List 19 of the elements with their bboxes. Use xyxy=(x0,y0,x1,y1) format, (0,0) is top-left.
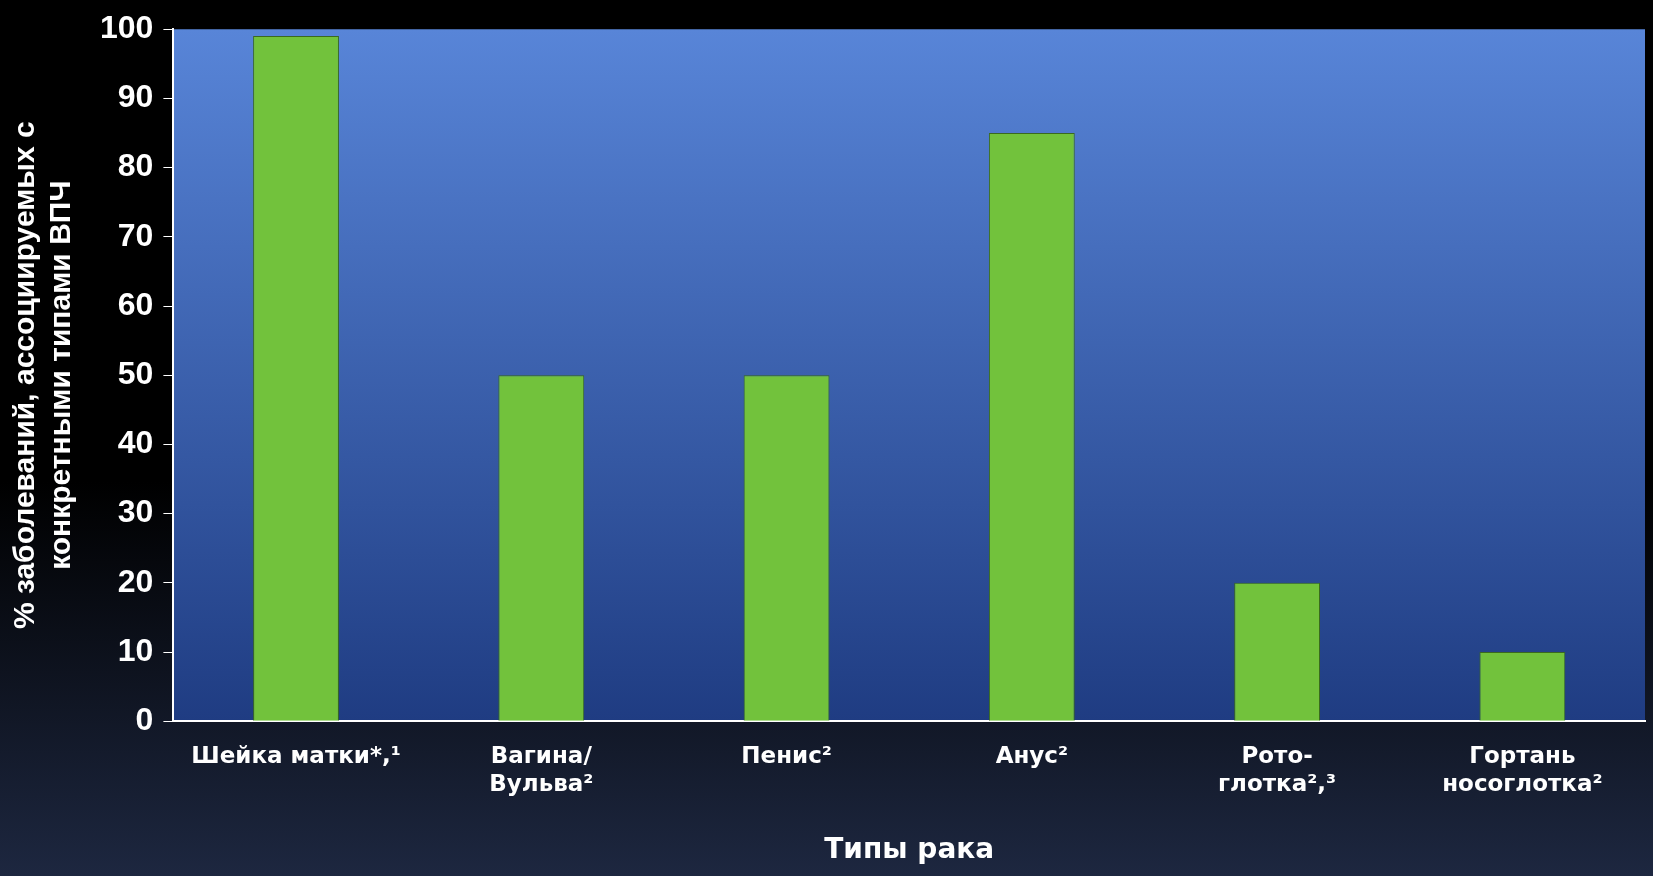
y-tick-label: 40 xyxy=(117,424,154,461)
x-tick-label: Рото- глотка²,³ xyxy=(1218,741,1337,796)
x-tick-label: Пенис² xyxy=(741,741,832,768)
y-tick-label: 20 xyxy=(117,562,154,599)
x-axis-title: Типы рака xyxy=(824,832,995,866)
y-tick-label: 30 xyxy=(117,493,154,530)
y-tick-label: 90 xyxy=(117,78,154,115)
y-tick-label: 60 xyxy=(117,285,154,322)
y-tick-label: 10 xyxy=(117,631,154,668)
y-tick-label: 0 xyxy=(135,701,154,738)
y-tick-label: 80 xyxy=(117,147,154,184)
y-axis-title: % заболеваний, ассоциируемых с конкретными типами ВПЧ xyxy=(7,121,77,630)
y-tick-label: 50 xyxy=(117,355,154,392)
x-tick-label: Вагина/ Вульва² xyxy=(489,741,594,796)
x-tick-label: Гортань носоглотка² xyxy=(1442,741,1603,796)
x-tick-label: Анус² xyxy=(995,741,1069,768)
y-tick-label: 100 xyxy=(100,9,154,46)
x-tick-label: Шейка матки*,¹ xyxy=(191,741,401,768)
y-tick-label: 70 xyxy=(117,216,154,253)
